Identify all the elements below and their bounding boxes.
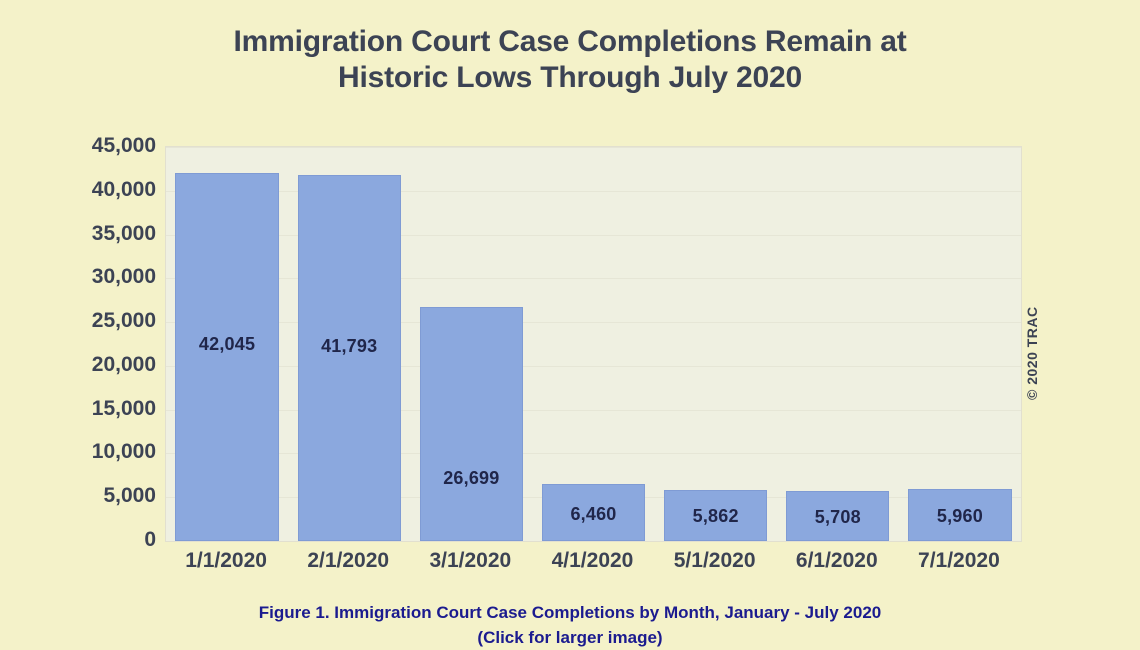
gridline xyxy=(166,322,1021,323)
chart-title: Immigration Court Case Completions Remai… xyxy=(120,24,1020,96)
gridline xyxy=(166,453,1021,454)
y-axis-tick-label: 35,000 xyxy=(91,221,156,245)
bar-group: 5,862 xyxy=(664,147,768,541)
bar-group: 5,960 xyxy=(908,147,1012,541)
bar-value-label: 5,708 xyxy=(814,507,861,528)
bar-value-label: 5,960 xyxy=(936,505,983,526)
bar-group: 26,699 xyxy=(419,147,523,541)
x-axis-tick-label: 3/1/2020 xyxy=(429,549,512,572)
plot-area: 42,045 41,793 26,699 6,460 5,862 5,708 5,960 xyxy=(165,146,1022,542)
x-axis-tick-label: 6/1/2020 xyxy=(795,549,878,572)
bar-series: 42,045 41,793 26,699 6,460 5,862 5,708 5,960 xyxy=(166,147,1021,541)
bar-group: 42,045 xyxy=(175,147,279,541)
bar[interactable] xyxy=(297,175,401,541)
figure-caption-line-1: Figure 1. Immigration Court Case Complet… xyxy=(258,603,882,622)
bar[interactable] xyxy=(786,491,890,541)
y-axis-tick-label: 30,000 xyxy=(91,265,156,289)
bar-value-label: 26,699 xyxy=(443,468,500,489)
gridline xyxy=(166,191,1021,192)
x-axis-tick-label: 4/1/2020 xyxy=(551,549,634,572)
bar[interactable] xyxy=(175,172,279,541)
gridline xyxy=(166,278,1021,279)
bar-value-label: 6,460 xyxy=(570,503,617,524)
y-axis-tick-label: 0 xyxy=(144,528,156,551)
x-axis-tick-label: 7/1/2020 xyxy=(918,549,1000,572)
bar-value-label: 42,045 xyxy=(198,333,256,354)
bar-value-label: 41,793 xyxy=(321,336,378,357)
bar-group: 6,460 xyxy=(541,147,646,541)
gridline xyxy=(166,410,1021,411)
x-axis-tick-label: 1/1/2020 xyxy=(185,549,267,572)
gridline xyxy=(166,235,1021,236)
y-axis-tick-label: 25,000 xyxy=(91,309,156,333)
y-axis-tick-label: 20,000 xyxy=(91,352,156,376)
gridline xyxy=(166,147,1021,148)
x-axis-tick-label: 2/1/2020 xyxy=(307,549,390,572)
y-axis-tick-label: 10,000 xyxy=(91,440,156,464)
x-axis: 1/1/2020 2/1/2020 3/1/2020 4/1/2020 5/1/2020… xyxy=(165,549,1022,583)
figure-caption: Figure 1. Immigration Court Case Complet… xyxy=(70,600,1070,650)
bar-group: 5,708 xyxy=(786,147,890,541)
chart-title-line-2: Historic Lows Through July 2020 xyxy=(338,61,802,94)
y-axis-tick-label: 40,000 xyxy=(91,177,156,201)
x-axis-tick-label: 5/1/2020 xyxy=(673,549,756,572)
bar-value-label: 5,862 xyxy=(692,506,739,527)
chart-title-line-1: Immigration Court Case Completions Remai… xyxy=(233,25,907,58)
y-axis-tick-label: 5,000 xyxy=(103,484,156,508)
bar[interactable] xyxy=(541,484,646,541)
y-axis: 0 5,000 10,000 15,000 20,000 25,000 30,000 35,0… xyxy=(40,134,156,551)
enlarge-image-link[interactable]: (Click for larger image) xyxy=(477,628,663,647)
copyright-label: © 2020 TRAC xyxy=(1024,306,1040,400)
chart-figure: Immigration Court Case Completions Remai… xyxy=(40,24,1040,647)
y-axis-tick-label: 45,000 xyxy=(91,134,156,157)
bar-group: 41,793 xyxy=(297,147,401,541)
bar[interactable] xyxy=(419,307,523,541)
bar[interactable] xyxy=(908,488,1012,541)
y-axis-tick-label: 15,000 xyxy=(91,396,156,420)
gridline xyxy=(166,366,1021,367)
bar[interactable] xyxy=(664,489,768,541)
